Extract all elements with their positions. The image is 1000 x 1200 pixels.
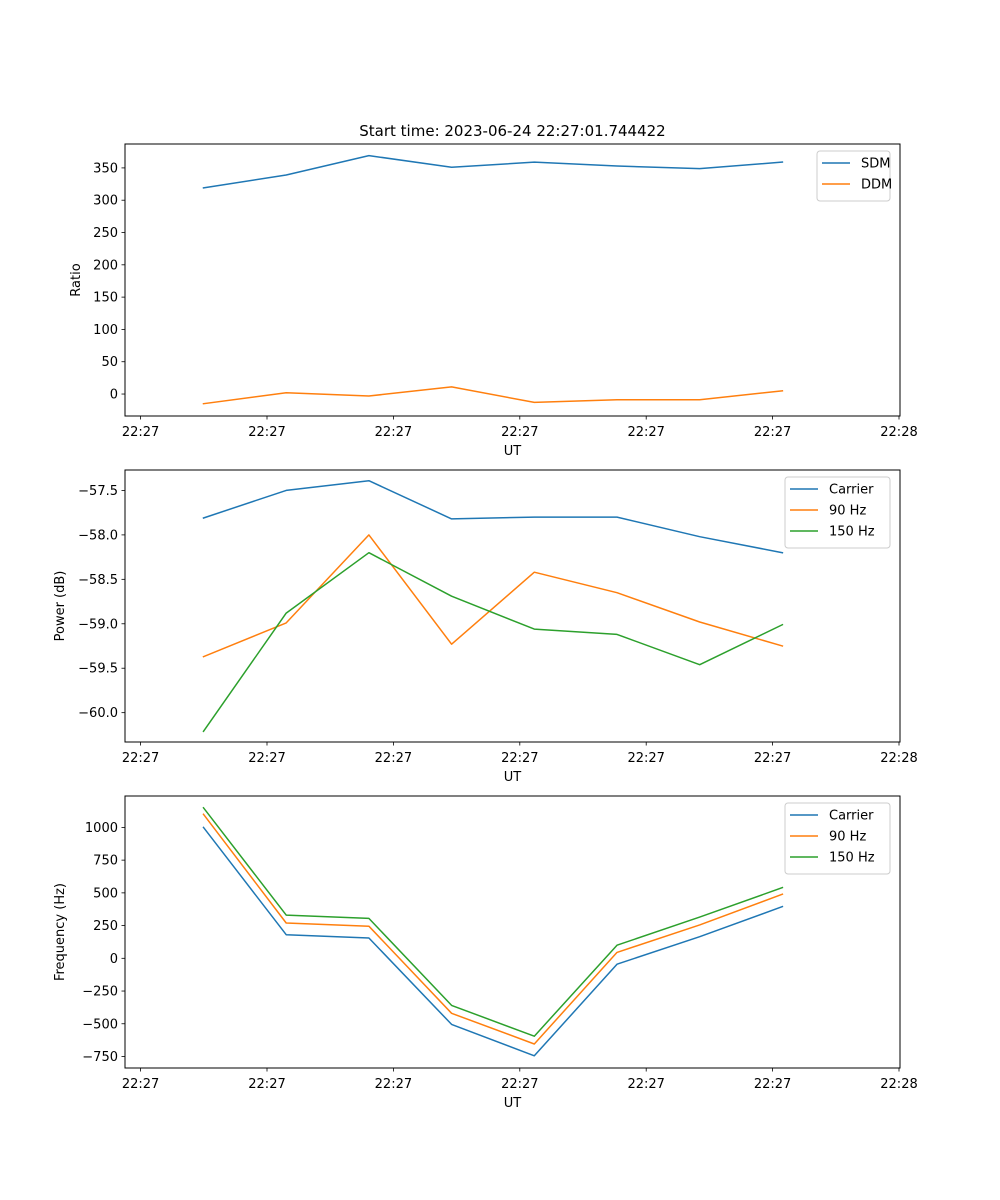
y-tick-label: −59.5 <box>78 662 118 677</box>
x-tick-label: 22:27 <box>501 1077 538 1092</box>
x-tick-label: 22:27 <box>754 425 791 440</box>
y-tick-label: 250 <box>93 919 118 934</box>
x-tick-label: 22:28 <box>880 1077 917 1092</box>
x-tick-label: 22:27 <box>375 425 412 440</box>
legend-entry-label: Carrier <box>829 809 874 824</box>
y-axis-label: Frequency (Hz) <box>53 883 68 981</box>
x-axis-label: UT <box>504 770 522 785</box>
y-tick-label: 500 <box>93 886 118 901</box>
x-tick-label: 22:27 <box>627 1077 664 1092</box>
x-tick-label: 22:27 <box>122 751 159 766</box>
x-tick-label: 22:27 <box>627 751 664 766</box>
y-tick-label: 300 <box>93 194 118 209</box>
y-tick-label: −250 <box>82 985 118 1000</box>
legend: Carrier 90 Hz 150 Hz <box>784 802 891 875</box>
x-tick-label: 22:27 <box>248 1077 285 1092</box>
series-line-carrier <box>202 479 784 554</box>
y-tick-label: 250 <box>93 226 118 241</box>
legend: Carrier 90 Hz 150 Hz <box>784 476 891 549</box>
y-tick-label: 100 <box>93 323 118 338</box>
x-tick-label: 22:28 <box>880 751 917 766</box>
y-tick-label: −59.0 <box>78 617 118 632</box>
x-tick-label: 22:28 <box>880 425 917 440</box>
y-tick-label: 1000 <box>85 821 118 836</box>
series-group <box>202 479 784 733</box>
legend-entry-label: Carrier <box>829 483 874 498</box>
x-tick-label: 22:27 <box>375 751 412 766</box>
series-line-90-hz <box>202 534 784 658</box>
legend: SDM DDM <box>816 150 892 202</box>
series-line-150-hz <box>202 806 784 1037</box>
y-tick-label: 0 <box>110 388 118 403</box>
y-tick-label: −58.5 <box>78 573 118 588</box>
y-axis-label: Ratio <box>69 263 84 296</box>
legend-entry-label: 150 Hz <box>829 851 875 866</box>
x-tick-label: 22:27 <box>122 425 159 440</box>
x-tick-label: 22:27 <box>501 425 538 440</box>
y-tick-label: 200 <box>93 258 118 273</box>
legend-entry-label: 150 Hz <box>829 525 875 540</box>
plots-container: 0 50 100 150 200 250 300 350 22:27 22:27 22:27 22:2… <box>53 143 918 1111</box>
y-tick-label: −60.0 <box>78 706 118 721</box>
x-tick-label: 22:27 <box>122 1077 159 1092</box>
legend-entry-label: SDM <box>861 157 890 172</box>
subplot-2: −60.0 −59.5 −59.0 −58.5 −58.0 −57.5 22:27 22:27… <box>53 469 918 785</box>
y-tick-label: 750 <box>93 854 118 869</box>
y-axis-label: Power (dB) <box>53 571 68 642</box>
series-line-ddm <box>202 386 784 405</box>
x-axis-label: UT <box>504 444 522 459</box>
x-tick-label: 22:27 <box>248 425 285 440</box>
series-line-carrier <box>202 826 784 1057</box>
y-tick-label: −750 <box>82 1050 118 1065</box>
y-tick-label: 350 <box>93 161 118 176</box>
subplot-1: 0 50 100 150 200 250 300 350 22:27 22:27 22:27 22:2… <box>69 143 918 459</box>
series-group <box>202 154 784 405</box>
y-tick-label: 50 <box>101 355 118 370</box>
y-tick-label: −57.5 <box>78 484 118 499</box>
plot-frame <box>124 795 901 1069</box>
series-group <box>202 806 784 1057</box>
x-tick-label: 22:27 <box>248 751 285 766</box>
legend-entry-label: 90 Hz <box>829 504 866 519</box>
plot-frame <box>124 143 901 417</box>
plot-frame <box>124 469 901 743</box>
figure-title: Start time: 2023-06-24 22:27:01.744422 <box>359 122 665 140</box>
series-line-90-hz <box>202 813 784 1045</box>
x-tick-label: 22:27 <box>375 1077 412 1092</box>
y-tick-label: −58.0 <box>78 528 118 543</box>
x-tick-label: 22:27 <box>754 751 791 766</box>
legend-entry-label: DDM <box>861 178 892 193</box>
x-axis-label: UT <box>504 1096 522 1111</box>
y-tick-label: −500 <box>82 1017 118 1032</box>
y-tick-label: 0 <box>110 952 118 967</box>
legend-entry-label: 90 Hz <box>829 830 866 845</box>
x-tick-label: 22:27 <box>754 1077 791 1092</box>
subplot-3: −750 −500 −250 0 250 500 750 1000 22:27 22:27 22:2… <box>53 795 918 1111</box>
x-tick-label: 22:27 <box>501 751 538 766</box>
x-tick-label: 22:27 <box>627 425 664 440</box>
series-line-sdm <box>202 154 784 189</box>
series-line-150-hz <box>202 551 784 733</box>
y-tick-label: 150 <box>93 291 118 306</box>
